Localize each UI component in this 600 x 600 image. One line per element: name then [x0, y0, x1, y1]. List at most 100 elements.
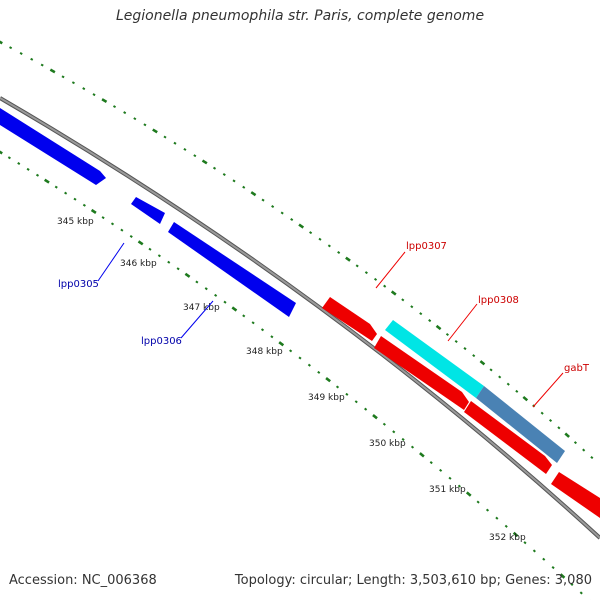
ring-dot: [157, 254, 161, 258]
ring-dot: [163, 135, 167, 139]
ring-dot: [372, 414, 378, 420]
ring-dot: [318, 237, 322, 241]
genome-backbone-highlight: [0, 97, 600, 539]
ring-dot: [101, 216, 105, 220]
ring-dot: [133, 117, 137, 121]
ring-dot: [201, 159, 208, 165]
gene-arrow-lpp0310[interactable]: [551, 472, 600, 518]
ring-dot: [307, 363, 311, 367]
ring-dot: [401, 437, 405, 441]
ring-dot: [325, 377, 331, 383]
ring-dot: [506, 382, 510, 386]
ring-dot: [270, 335, 274, 339]
leader-line-gabT: [532, 372, 564, 408]
ring-dot: [559, 573, 566, 579]
ring-dot: [327, 244, 331, 248]
ring-dot: [173, 141, 177, 145]
ring-dot: [401, 298, 405, 302]
ring-dot: [7, 156, 11, 160]
ring-dot: [195, 280, 199, 284]
ring-dot: [183, 147, 187, 151]
ring-dot: [212, 166, 217, 170]
ring-dot: [49, 68, 56, 74]
gene-arrow-lpp0307[interactable]: [322, 297, 377, 341]
ring-dot: [548, 418, 553, 423]
ring-dot: [570, 582, 574, 586]
ring-dot: [435, 324, 442, 331]
gene-label-lpp0308[interactable]: lpp0308: [478, 295, 519, 306]
ring-dot: [337, 251, 341, 255]
ring-dot: [557, 426, 561, 430]
ring-dot: [354, 400, 358, 404]
leader-line-lpp0306: [180, 300, 214, 339]
ring-dot: [485, 508, 490, 512]
ring-dot: [35, 173, 40, 177]
ring-dot: [476, 500, 480, 504]
tick-label: 347 kbp: [183, 303, 220, 313]
ring-dot: [54, 185, 58, 189]
gene-arrow-lpp0306[interactable]: [168, 222, 296, 317]
ring-dot: [73, 197, 77, 201]
ring-dot: [19, 52, 23, 55]
ring-dot: [504, 524, 508, 528]
ring-dot: [579, 591, 583, 595]
genome-backbone: [0, 96, 600, 540]
ring-dot: [463, 347, 467, 351]
ring-dot: [573, 441, 578, 445]
ring-dot: [232, 179, 236, 183]
gene-arrow-lpp0308[interactable]: [374, 336, 469, 410]
ring-dot: [382, 422, 386, 426]
ring-dot: [298, 356, 302, 360]
ring-dot: [309, 231, 313, 235]
ring-dot: [143, 123, 147, 127]
tick-label: 348 kbp: [246, 347, 283, 357]
ring-dot: [112, 105, 117, 109]
gene-arrow-gabT[interactable]: [464, 401, 552, 474]
feature-steel[interactable]: [476, 386, 565, 463]
gene-label-lpp0307[interactable]: lpp0307: [406, 241, 447, 252]
ring-dot: [523, 541, 527, 545]
accession-text: Accession: NC_006368: [9, 573, 157, 588]
ring-dot: [176, 267, 180, 271]
gene-arrow-lpp0304[interactable]: [0, 108, 106, 185]
gene-label-gabT[interactable]: gabT: [564, 363, 590, 374]
ring-dot: [472, 354, 476, 358]
ring-dot: [167, 260, 171, 264]
ring-dot: [82, 87, 86, 91]
ring-dot: [495, 516, 499, 520]
ring-dot: [364, 271, 368, 275]
ring-dot: [373, 277, 378, 281]
ring-dot: [454, 339, 458, 344]
ring-dot: [355, 264, 359, 268]
ring-dot: [419, 312, 423, 316]
ring-dot: [260, 328, 265, 332]
ring-dot: [345, 392, 349, 396]
ring-dot: [410, 305, 414, 309]
gene-label-lpp0305[interactable]: lpp0305: [58, 279, 99, 290]
ring-dot: [390, 290, 397, 296]
ring-dot: [110, 222, 115, 226]
tick-label: 345 kbp: [57, 217, 94, 227]
ring-dot: [92, 93, 96, 97]
genome-summary-text: Topology: circular; Length: 3,503,610 bp…: [234, 573, 592, 588]
ring-dot: [222, 173, 226, 177]
ring-dot: [383, 284, 387, 288]
outer-dotted-ring: [0, 40, 594, 460]
gene-label-lpp0306[interactable]: lpp0306: [141, 336, 182, 347]
ring-dot: [9, 46, 13, 50]
ring-dot: [429, 461, 433, 465]
ring-dot: [271, 205, 275, 209]
ring-dot: [137, 240, 144, 246]
ring-dot: [564, 432, 570, 438]
ring-dot: [298, 223, 305, 229]
gene-arrow-lpp0305[interactable]: [131, 197, 165, 224]
ring-dot: [214, 293, 218, 297]
feature-cyan[interactable]: [385, 320, 484, 398]
map-title: Legionella pneumophila str. Paris, compl…: [115, 8, 485, 24]
ring-dot: [61, 75, 65, 79]
ring-dot: [0, 40, 3, 45]
ring-dot: [204, 287, 208, 291]
ring-dot: [250, 191, 257, 197]
ring-dot: [542, 557, 546, 561]
